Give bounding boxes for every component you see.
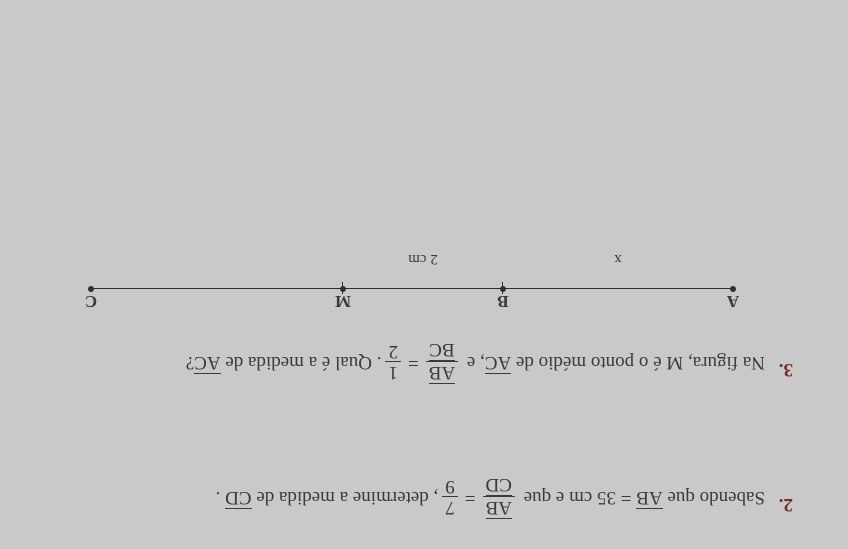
problem-2-number: 2. xyxy=(765,489,793,519)
point-c-label: C xyxy=(85,288,97,315)
diagram-baseline xyxy=(91,288,733,289)
segment-ab: AB xyxy=(429,363,455,384)
segment-bc: BC xyxy=(429,340,454,361)
text-fragment: , determine a medida de xyxy=(252,487,439,508)
dimension-bm-label: 2 cm xyxy=(408,247,438,271)
numerator: 7 xyxy=(442,497,458,517)
diagram-line-acm: A B M C x 2 cm xyxy=(83,241,743,311)
fraction-7-9: 79 xyxy=(442,476,458,517)
text-fragment: ? xyxy=(186,352,194,373)
text-fragment: Sabendo que xyxy=(663,487,765,508)
numerator: 1 xyxy=(385,362,401,382)
segment-ac: AC xyxy=(194,353,220,374)
fraction-ab-cd: ABCD xyxy=(483,474,515,519)
segment-cd: CD xyxy=(225,488,251,509)
point-b-label: B xyxy=(497,288,508,315)
equals-sign: = xyxy=(465,481,476,511)
text-fragment: . Qual é a medida de xyxy=(221,352,382,373)
tick-left xyxy=(502,282,503,294)
segment-ab: AB xyxy=(486,498,512,519)
problem-3: 3. Na figura, M é o ponto médio de AC, e… xyxy=(60,241,793,384)
point-a-label: A xyxy=(727,288,739,315)
problem-2: 2. Sabendo que AB = 35 cm e que ABCD=79,… xyxy=(60,474,793,519)
fraction-1-2: 12 xyxy=(385,341,401,382)
point-m-label: M xyxy=(335,288,351,315)
equals-sign: = xyxy=(408,347,419,377)
problem-3-text: Na figura, M é o ponto médio de AC, e AB… xyxy=(60,339,765,384)
segment-ac: AC xyxy=(485,353,511,374)
segment-cd: CD xyxy=(486,475,512,496)
problem-2-text: Sabendo que AB = 35 cm e que ABCD=79, de… xyxy=(60,474,765,519)
denominator: 2 xyxy=(385,341,401,362)
text-fragment: . xyxy=(216,487,226,508)
text-fragment: Na figura, M é o ponto médio de xyxy=(511,352,765,373)
denominator: 9 xyxy=(442,476,458,497)
dimension-ab-label: x xyxy=(614,247,622,271)
problem-3-number: 3. xyxy=(765,354,793,384)
tick-right xyxy=(342,282,343,294)
text-fragment: , e xyxy=(462,352,485,373)
text-fragment: = 35 cm e que xyxy=(519,487,636,508)
fraction-ab-bc: ABBC xyxy=(426,339,458,384)
segment-ab: AB xyxy=(636,488,662,509)
